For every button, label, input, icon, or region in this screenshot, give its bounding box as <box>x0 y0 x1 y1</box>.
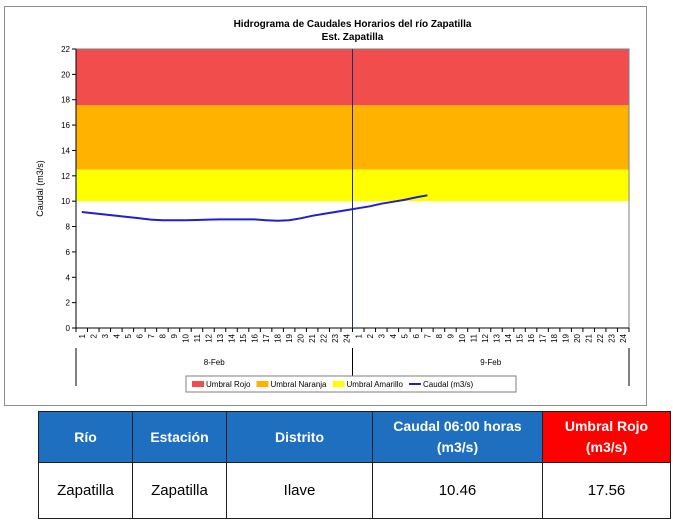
x-tick-label: 10 <box>181 333 190 342</box>
x-tick-label: 6 <box>412 333 421 338</box>
x-tick-label: 17 <box>539 333 548 342</box>
table-header-row: Río Estación Distrito Caudal 06:00 horas… <box>38 411 671 463</box>
x-tick-label: 1 <box>354 333 363 338</box>
header-estacion: Estación <box>132 411 227 463</box>
x-tick-label: 1 <box>78 333 87 338</box>
x-tick-label: 10 <box>458 333 467 342</box>
x-tick-label: 4 <box>112 333 121 338</box>
x-tick-label: 13 <box>216 333 225 342</box>
legend-swatch <box>256 381 269 387</box>
x-tick-label: 19 <box>285 333 294 342</box>
x-tick-label: 14 <box>228 333 237 342</box>
x-tick-label: 3 <box>377 333 386 338</box>
x-tick-label: 12 <box>204 333 213 342</box>
y-tick-label: 8 <box>66 223 71 232</box>
header-distrito: Distrito <box>226 411 373 463</box>
x-tick-label: 16 <box>251 333 260 342</box>
x-tick-label: 20 <box>297 333 306 342</box>
y-tick-label: 18 <box>61 96 70 105</box>
cell-estacion: Zapatilla <box>132 462 227 519</box>
x-tick-label: 23 <box>331 333 340 342</box>
x-tick-label: 5 <box>124 333 133 338</box>
x-tick-label: 13 <box>493 333 502 342</box>
x-tick-label: 7 <box>147 333 156 338</box>
x-tick-label: 24 <box>343 333 352 342</box>
cell-rio: Zapatilla <box>38 462 133 519</box>
cell-distrito: Ilave <box>226 462 373 519</box>
x-tick-label: 5 <box>400 333 409 338</box>
chart-subtitle: Est. Zapatilla <box>322 32 384 43</box>
y-tick-label: 6 <box>66 248 71 257</box>
header-caudal: Caudal 06:00 horas (m3/s) <box>372 411 543 463</box>
legend-box <box>185 375 517 393</box>
y-tick-label: 14 <box>61 146 70 155</box>
header-umbral-rojo: Umbral Rojo (m3/s) <box>542 411 671 463</box>
legend-label: Umbral Rojo <box>206 380 251 389</box>
x-tick-label: 22 <box>320 333 329 342</box>
legend-swatch <box>192 381 204 387</box>
flow-summary-table: Río Estación Distrito Caudal 06:00 horas… <box>38 411 671 519</box>
y-tick-label: 4 <box>66 273 71 282</box>
x-tick-label: 17 <box>262 333 271 342</box>
x-tick-label: 15 <box>239 333 248 342</box>
y-tick-label: 16 <box>61 121 70 130</box>
x-tick-label: 12 <box>481 333 490 342</box>
y-axis-title: Caudal (m3/s) <box>35 160 45 217</box>
x-tick-label: 11 <box>469 333 478 342</box>
x-tick-label: 14 <box>504 333 513 342</box>
legend-swatch <box>332 381 345 387</box>
x-tick-label: 21 <box>585 333 594 342</box>
x-tick-label: 18 <box>550 333 559 342</box>
x-tick-label: 8 <box>158 333 167 338</box>
x-tick-label: 9 <box>446 333 455 338</box>
x-tick-label: 24 <box>619 333 628 342</box>
x-tick-label: 23 <box>608 333 617 342</box>
x-tick-label: 18 <box>274 333 283 342</box>
legend-label: Umbral Naranja <box>270 380 327 389</box>
x-tick-label: 7 <box>423 333 432 338</box>
x-tick-label: 21 <box>308 333 317 342</box>
legend-label: Umbral Amarillo <box>347 380 404 389</box>
cell-umbral-rojo: 17.56 <box>542 462 671 519</box>
chart-title: Hidrograma de Caudales Horarios del río … <box>234 19 472 30</box>
x-tick-label: 9 <box>170 333 179 338</box>
series-line-caudal <box>81 194 428 222</box>
header-rio: Río <box>38 411 133 463</box>
y-tick-label: 20 <box>61 70 70 79</box>
legend-label: Caudal (m3/s) <box>423 380 474 389</box>
y-tick-label: 12 <box>61 172 70 181</box>
y-tick-label: 0 <box>66 324 71 333</box>
x-tick-label: 6 <box>135 333 144 338</box>
y-tick-label: 10 <box>61 197 70 206</box>
x-tick-label: 20 <box>573 333 582 342</box>
x-tick-label: 16 <box>527 333 536 342</box>
x-tick-label: 22 <box>596 333 605 342</box>
x-tick-label: 11 <box>193 333 202 342</box>
day-label: 8-Feb <box>204 358 225 367</box>
x-tick-label: 2 <box>366 333 375 338</box>
cell-caudal: 10.46 <box>372 462 543 519</box>
x-tick-label: 3 <box>101 333 110 338</box>
x-tick-label: 2 <box>89 333 98 338</box>
hydrograph-svg: Hidrograma de Caudales Horarios del río … <box>35 19 630 393</box>
table-row: Zapatilla Zapatilla Ilave 10.46 17.56 <box>38 462 671 519</box>
y-tick-label: 22 <box>61 45 70 54</box>
x-tick-label: 15 <box>516 333 525 342</box>
x-tick-label: 8 <box>435 333 444 338</box>
x-tick-label: 4 <box>389 333 398 338</box>
y-tick-label: 2 <box>66 299 71 308</box>
x-tick-label: 19 <box>562 333 571 342</box>
day-label: 9-Feb <box>480 358 501 367</box>
hydrograph-chart: Hidrograma de Caudales Horarios del río … <box>4 6 647 406</box>
